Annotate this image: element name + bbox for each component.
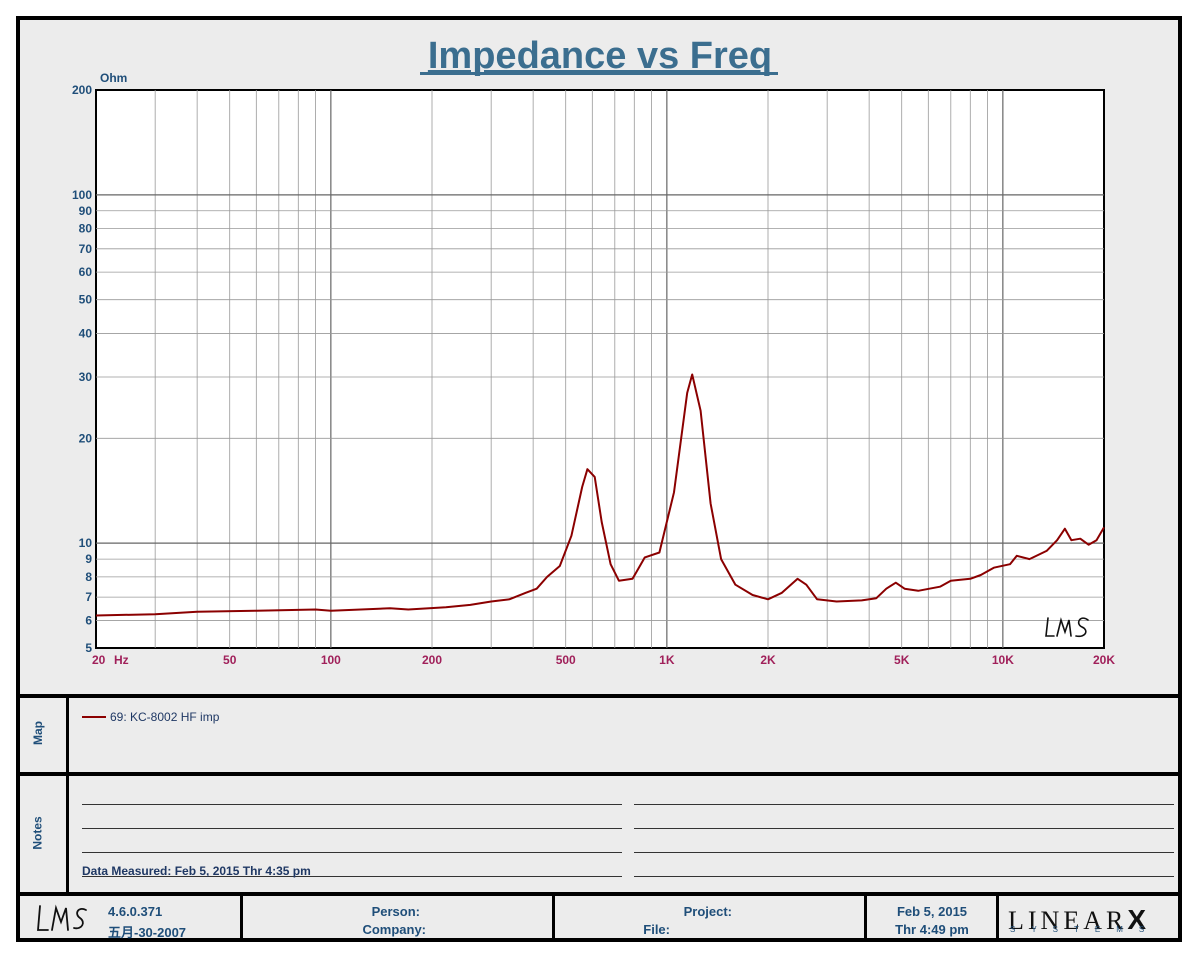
y-tick-label: 5 [85, 641, 92, 655]
y-tick-label: 60 [79, 265, 93, 279]
y-tick-label: 20 [79, 431, 93, 445]
note-line [82, 852, 622, 853]
y-tick-label: 200 [72, 83, 92, 97]
x-tick-label: 2K [760, 653, 776, 667]
note-line [82, 804, 622, 805]
chart-title-underline [420, 72, 778, 75]
y-tick-label: 40 [79, 326, 93, 340]
report-time: Thr 4:49 pm [895, 922, 969, 937]
x-tick-label: 100 [321, 653, 341, 667]
linearx-logo-text: LINEAR [1008, 906, 1128, 935]
tick-labels: 20 50 100 200 500 1K 2K 5K 10K 20K 5 6 7 8 9 10 20 30 40 50… [72, 83, 1115, 667]
footer-divider [552, 896, 555, 942]
y-tick-label: 30 [79, 370, 93, 384]
curve-layer [95, 373, 1105, 617]
side-label-divider [66, 698, 69, 892]
x-tick-label: 5K [894, 653, 910, 667]
x-tick-label: 1K [659, 653, 675, 667]
note-line [634, 804, 1174, 805]
footer-divider [240, 896, 243, 942]
y-tick-label: 50 [79, 293, 93, 307]
version-date: 五月-30-2007 [108, 925, 187, 940]
chart-title: Impedance vs Freq [428, 35, 772, 77]
note-line [634, 828, 1174, 829]
y-tick-label: 7 [85, 590, 92, 604]
footer-divider [864, 896, 867, 942]
y-tick-label: 90 [79, 204, 93, 218]
y-tick-label: 6 [85, 613, 92, 627]
note-line [634, 852, 1174, 853]
lms-footer-logo [37, 904, 87, 931]
y-axis-label: Ohm [100, 71, 127, 85]
note-line [82, 828, 622, 829]
data-measured-note: Data Measured: Feb 5, 2015 Thr 4:35 pm [82, 864, 311, 878]
legend-swatch [82, 716, 106, 718]
y-tick-label: 80 [79, 222, 93, 236]
linearx-logo-subtext: SYSTEMS [1010, 925, 1161, 934]
x-tick-label: 200 [422, 653, 442, 667]
y-tick-label: 70 [79, 242, 93, 256]
report-date: Feb 5, 2015 [896, 904, 968, 919]
footer-divider [996, 896, 999, 942]
chart-map-separator [20, 694, 1178, 698]
impedance-curve [95, 373, 1105, 617]
note-line [634, 876, 1174, 877]
x-tick-label: 10K [992, 653, 1014, 667]
linearx-logo: LINEARX [1008, 904, 1150, 936]
y-tick-label: 9 [85, 552, 92, 566]
person-label: Person: [371, 904, 420, 919]
y-tick-label: 8 [85, 570, 92, 584]
x-tick-label: 20 [92, 653, 106, 667]
y-tick-label: 10 [79, 536, 93, 550]
x-tick-label: 50 [223, 653, 237, 667]
lms-plot-watermark [1045, 617, 1089, 638]
x-tick-label: 20K [1093, 653, 1115, 667]
map-notes-separator [20, 772, 1178, 776]
notes-footer-separator [20, 892, 1178, 896]
x-tick-label: 500 [556, 653, 576, 667]
file-label: File: [643, 922, 670, 937]
legend-entry: 69: KC-8002 HF imp [110, 710, 220, 724]
plot-area [95, 89, 1105, 649]
note-line [82, 876, 622, 877]
project-label: Project: [683, 904, 732, 919]
software-version: 4.6.0.371 [108, 904, 163, 919]
linearx-logo-x: X [1127, 904, 1151, 935]
company-label: Company: [362, 922, 426, 937]
y-tick-label: 100 [72, 188, 92, 202]
x-axis-unit: Hz [114, 653, 129, 667]
